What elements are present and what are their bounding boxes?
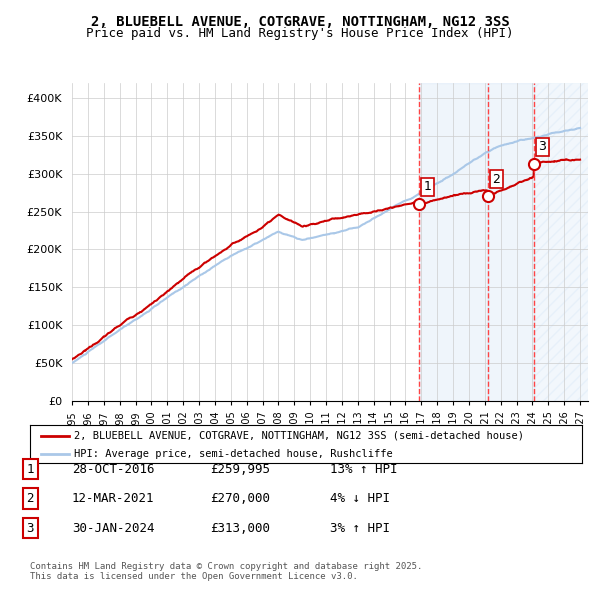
Text: 2, BLUEBELL AVENUE, COTGRAVE, NOTTINGHAM, NG12 3SS (semi-detached house): 2, BLUEBELL AVENUE, COTGRAVE, NOTTINGHAM… xyxy=(74,431,524,441)
Text: £259,995: £259,995 xyxy=(210,463,270,476)
Text: 1: 1 xyxy=(26,463,34,476)
Text: 12-MAR-2021: 12-MAR-2021 xyxy=(72,492,155,505)
Text: HPI: Average price, semi-detached house, Rushcliffe: HPI: Average price, semi-detached house,… xyxy=(74,448,393,458)
Text: Price paid vs. HM Land Registry's House Price Index (HPI): Price paid vs. HM Land Registry's House … xyxy=(86,27,514,40)
Text: £270,000: £270,000 xyxy=(210,492,270,505)
Bar xyxy=(419,83,488,401)
Text: 2: 2 xyxy=(493,173,500,186)
Text: 13% ↑ HPI: 13% ↑ HPI xyxy=(330,463,398,476)
Text: 28-OCT-2016: 28-OCT-2016 xyxy=(72,463,155,476)
Text: £313,000: £313,000 xyxy=(210,522,270,535)
Text: Contains HM Land Registry data © Crown copyright and database right 2025.
This d: Contains HM Land Registry data © Crown c… xyxy=(30,562,422,581)
Text: 30-JAN-2024: 30-JAN-2024 xyxy=(72,522,155,535)
Text: 1: 1 xyxy=(424,181,431,194)
Bar xyxy=(534,83,588,401)
Text: 3: 3 xyxy=(538,140,547,153)
Text: 3% ↑ HPI: 3% ↑ HPI xyxy=(330,522,390,535)
Text: 2, BLUEBELL AVENUE, COTGRAVE, NOTTINGHAM, NG12 3SS: 2, BLUEBELL AVENUE, COTGRAVE, NOTTINGHAM… xyxy=(91,15,509,29)
Bar xyxy=(488,83,534,401)
Text: 4% ↓ HPI: 4% ↓ HPI xyxy=(330,492,390,505)
Text: 2: 2 xyxy=(26,492,34,505)
Text: 3: 3 xyxy=(26,522,34,535)
